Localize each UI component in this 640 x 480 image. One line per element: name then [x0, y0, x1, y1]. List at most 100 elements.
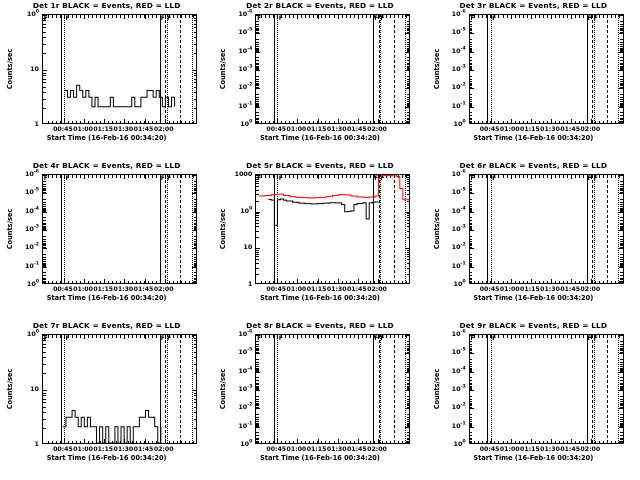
axis-tick-minor [256, 62, 259, 64]
x-tick: 02:00 [153, 126, 174, 133]
axis-tick [618, 51, 623, 53]
axis-tick-minor [406, 119, 410, 121]
axis-tick-minor [611, 175, 613, 178]
axis-tick-minor [620, 388, 623, 390]
axis-tick-minor [256, 32, 259, 34]
axis-tick-minor [620, 349, 623, 351]
axis-tick-minor [193, 82, 196, 84]
y-tick: 10-3 [238, 384, 253, 393]
axis-tick-minor [43, 264, 46, 266]
axis-tick-minor [193, 202, 196, 204]
axis-tick-minor [79, 15, 81, 18]
axis-tick-minor [620, 377, 623, 379]
axis-tick-minor [518, 120, 520, 123]
axis-tick-minor [562, 175, 564, 178]
axis-tick-minor [469, 202, 473, 204]
axis-tick-minor [406, 87, 410, 89]
axis-tick-minor [79, 175, 81, 178]
axis-tick-minor [530, 335, 532, 338]
axis-tick-minor [301, 335, 303, 338]
axis-tick-minor [510, 120, 512, 123]
x-tick: 01:15 [306, 446, 327, 453]
axis-tick-minor [406, 368, 410, 370]
axis-tick-minor [256, 254, 259, 255]
y-tick: 10 [30, 64, 39, 73]
axis-tick-minor [333, 120, 335, 123]
panel-det-4r: Det 4r BLACK = Events, RED = LLD Counts/s… [0, 160, 213, 320]
axis-tick-minor [353, 440, 355, 443]
axis-tick-minor [620, 85, 623, 87]
y-tick: 100 [240, 206, 253, 215]
axis-tick-minor [281, 280, 283, 283]
axis-tick-minor [345, 280, 347, 283]
axis-tick-minor [579, 175, 581, 178]
axis-tick-minor [406, 20, 410, 22]
axis-tick-minor [256, 104, 259, 106]
axis-tick-minor [104, 335, 106, 338]
axis-tick-minor [87, 440, 89, 443]
axis-tick-minor [256, 401, 259, 403]
axis-tick-minor [381, 335, 383, 338]
axis-tick-minor [406, 259, 410, 261]
y-tick: 10-5 [451, 188, 466, 197]
axis-tick-minor [620, 413, 623, 415]
marker-dot-right [618, 175, 620, 283]
axis-tick-minor [406, 117, 410, 119]
axis-tick-minor [482, 440, 484, 443]
axis-tick-minor [43, 265, 46, 267]
flag-marker: F [470, 15, 475, 22]
x-tick-labels: 00:45 01:00 01:15 01:30 01:45 02:00 [42, 446, 197, 456]
axis-tick-minor [469, 207, 473, 209]
axis-tick-minor [369, 175, 371, 178]
axis-tick-minor [71, 280, 73, 283]
axis-tick-minor [498, 175, 500, 178]
axis-tick-minor [309, 120, 311, 123]
axis-tick-minor [260, 280, 262, 283]
axis-tick-minor [293, 440, 295, 443]
axis-tick-minor [554, 15, 556, 18]
axis-tick-minor [193, 262, 196, 264]
x-tick: 00:45 [479, 446, 500, 453]
axis-tick-minor [193, 53, 196, 55]
axis-tick-minor [193, 340, 196, 342]
axis-tick-minor [566, 440, 568, 443]
axis-tick-minor [562, 335, 564, 338]
axis-tick-minor [43, 91, 46, 93]
axis-tick-minor [469, 86, 473, 88]
axis-tick-minor [558, 335, 560, 338]
flag-marker: F [380, 335, 385, 342]
axis-tick-minor [43, 402, 46, 404]
axis-tick-minor [406, 120, 410, 122]
axis-tick-minor [620, 84, 623, 86]
axis-tick [618, 70, 623, 71]
series-events [269, 199, 379, 225]
axis-tick-minor [620, 343, 623, 345]
axis-tick-minor [620, 398, 623, 400]
axis-tick-minor [566, 175, 568, 178]
series-events [64, 85, 174, 106]
axis-tick-minor [406, 194, 410, 196]
axis-tick-minor [43, 225, 46, 227]
axis-tick-minor [620, 101, 623, 103]
axis-tick-minor [193, 428, 196, 430]
axis-tick-minor [108, 280, 110, 283]
axis-tick-minor [599, 440, 601, 443]
axis-tick-minor [469, 87, 473, 89]
marker-dot-right [405, 175, 407, 283]
flag-marker: F [587, 15, 592, 22]
axis-tick-minor [256, 406, 259, 408]
axis-tick-minor [620, 257, 623, 259]
axis-tick-minor [575, 120, 577, 123]
axis-tick-minor [620, 81, 623, 83]
axis-tick-minor [256, 347, 259, 349]
axis-tick-minor [469, 369, 473, 371]
axis-tick-minor [510, 15, 512, 18]
axis-tick-minor [478, 335, 480, 338]
axis-tick-minor [341, 15, 343, 18]
axis-tick-minor [193, 228, 196, 230]
axis-tick-minor [542, 120, 544, 123]
axis-tick-minor [558, 120, 560, 123]
flag-marker: F [374, 335, 379, 342]
axis-tick-minor [385, 15, 387, 18]
